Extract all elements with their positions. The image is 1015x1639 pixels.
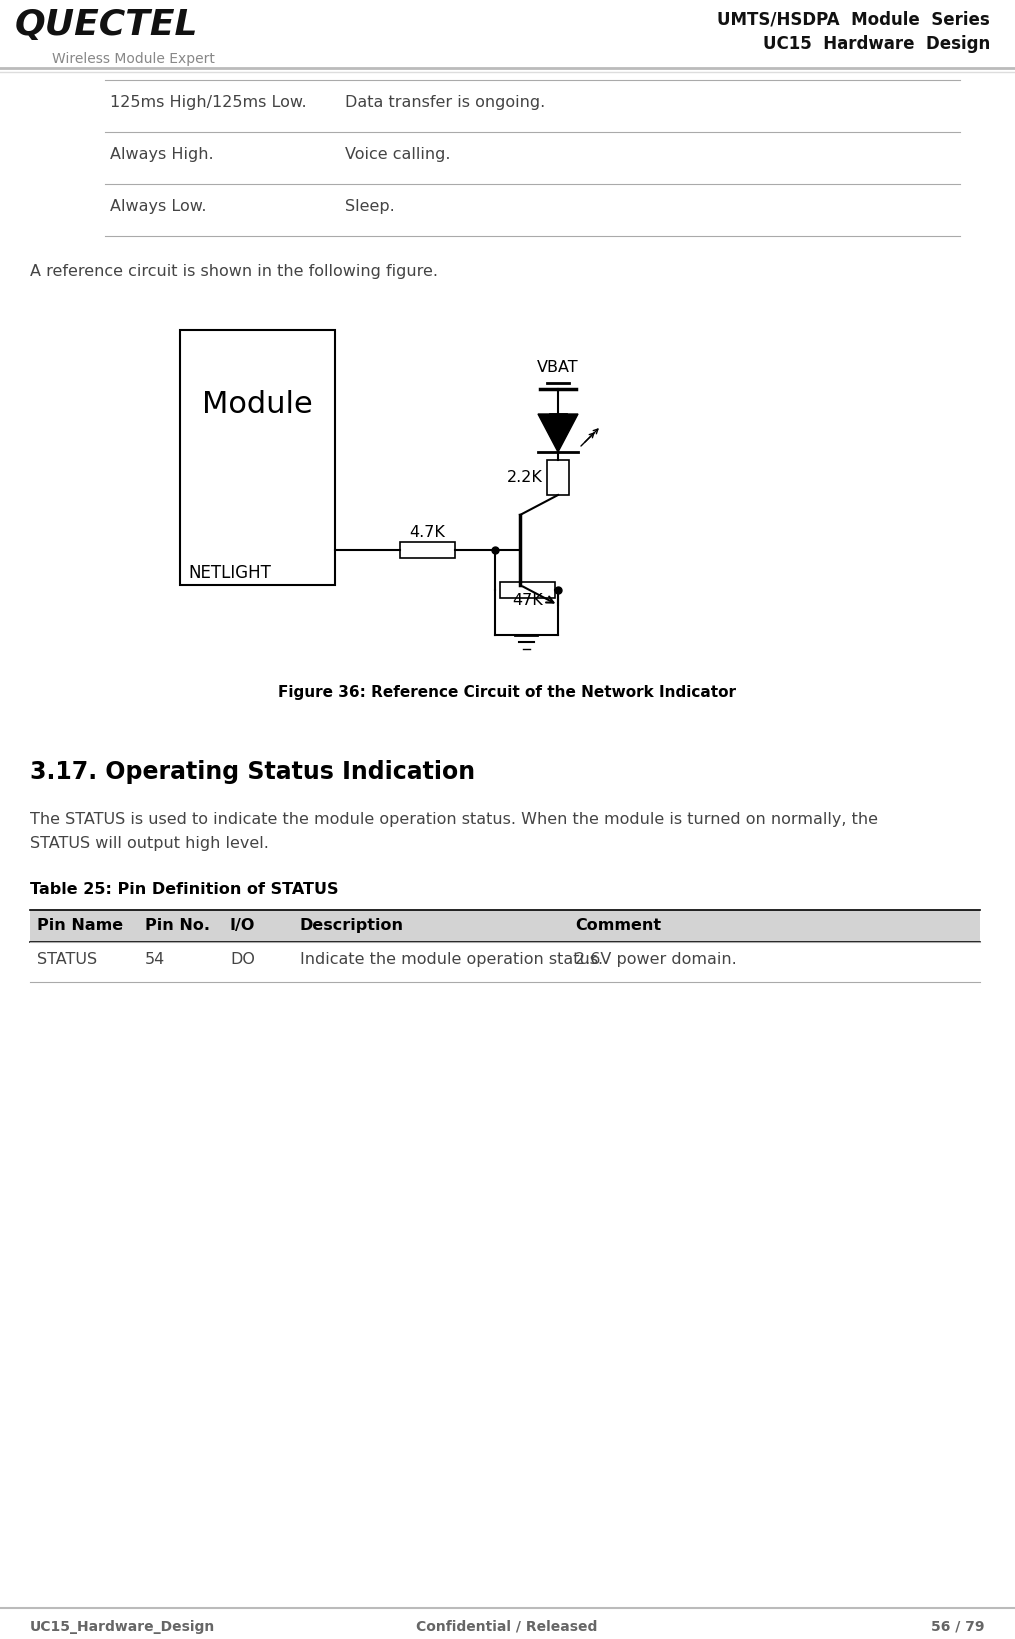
Text: A reference circuit is shown in the following figure.: A reference circuit is shown in the foll…	[30, 264, 438, 279]
Polygon shape	[538, 415, 578, 452]
Text: 54: 54	[145, 952, 165, 967]
Text: Wireless Module Expert: Wireless Module Expert	[52, 52, 215, 66]
Text: I/O: I/O	[230, 918, 256, 933]
Text: Description: Description	[300, 918, 404, 933]
Text: Pin Name: Pin Name	[37, 918, 123, 933]
Text: NETLIGHT: NETLIGHT	[188, 564, 271, 582]
Text: 3.17. Operating Status Indication: 3.17. Operating Status Indication	[30, 760, 475, 783]
Text: 4.7K: 4.7K	[410, 524, 446, 539]
Bar	[180, 329, 335, 585]
Text: Comment: Comment	[576, 918, 661, 933]
Text: 47K: 47K	[513, 593, 543, 608]
Text: Voice calling.: Voice calling.	[345, 148, 451, 162]
Bar	[547, 461, 569, 495]
Text: STATUS will output high level.: STATUS will output high level.	[30, 836, 269, 851]
Text: UMTS/HSDPA  Module  Series: UMTS/HSDPA Module Series	[718, 10, 990, 28]
Text: Pin No.: Pin No.	[145, 918, 210, 933]
Text: Table 25: Pin Definition of STATUS: Table 25: Pin Definition of STATUS	[30, 882, 338, 897]
Text: Figure 36: Reference Circuit of the Network Indicator: Figure 36: Reference Circuit of the Netw…	[278, 685, 736, 700]
Text: Always High.: Always High.	[110, 148, 213, 162]
Text: 2.2K: 2.2K	[508, 470, 543, 485]
Text: 125ms High/125ms Low.: 125ms High/125ms Low.	[110, 95, 307, 110]
Text: The STATUS is used to indicate the module operation status. When the module is t: The STATUS is used to indicate the modul…	[30, 811, 878, 828]
Bar	[400, 543, 455, 557]
Text: Sleep.: Sleep.	[345, 198, 395, 215]
Text: Confidential / Released: Confidential / Released	[416, 1619, 598, 1634]
Bar	[500, 582, 555, 598]
Text: UC15_Hardware_Design: UC15_Hardware_Design	[30, 1619, 215, 1634]
Text: Data transfer is ongoing.: Data transfer is ongoing.	[345, 95, 545, 110]
Text: STATUS: STATUS	[37, 952, 97, 967]
Text: 2.6V power domain.: 2.6V power domain.	[576, 952, 737, 967]
Text: Indicate the module operation status.: Indicate the module operation status.	[300, 952, 603, 967]
Text: VBAT: VBAT	[537, 361, 579, 375]
Text: DO: DO	[230, 952, 255, 967]
Text: Always Low.: Always Low.	[110, 198, 206, 215]
Text: QUECTEL: QUECTEL	[15, 8, 199, 43]
Text: UC15  Hardware  Design: UC15 Hardware Design	[762, 34, 990, 52]
Text: 56 / 79: 56 / 79	[932, 1619, 985, 1634]
Bar	[30, 910, 980, 942]
Text: Module: Module	[202, 390, 313, 420]
